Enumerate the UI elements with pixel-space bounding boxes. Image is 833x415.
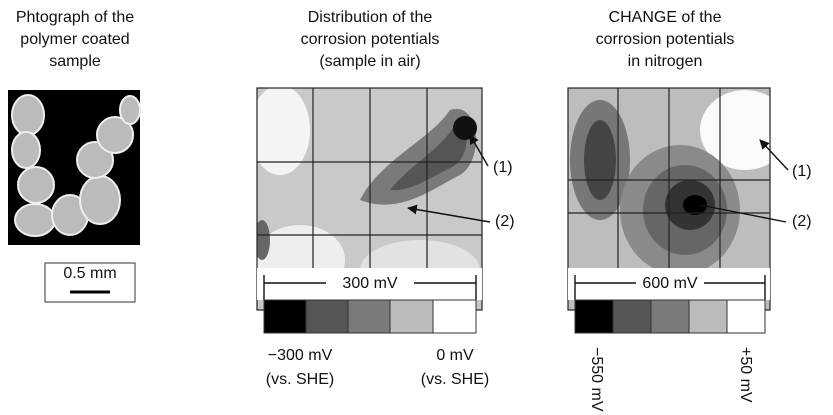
range-label: 600 mV	[642, 275, 697, 292]
range-bg	[257, 268, 482, 300]
photo-panel: Phtograph of the polymer coated sample 0…	[8, 9, 141, 303]
title-line: polymer coated	[20, 31, 129, 48]
scale-min: −300 mV	[268, 347, 333, 364]
arrow	[469, 134, 489, 167]
nitrogen-panel: CHANGE of the corrosion potentials in ni…	[567, 9, 812, 412]
scale-box	[44, 262, 136, 303]
title-line: corrosion potentials	[596, 31, 735, 48]
title-line: CHANGE of the	[609, 9, 722, 26]
marker-label: (2)	[792, 213, 812, 230]
range-label: 300 mV	[342, 275, 397, 292]
marker-label: (1)	[792, 163, 812, 180]
color-scale	[263, 299, 477, 334]
scale-max: +50 mV	[737, 347, 754, 403]
arrow	[759, 139, 789, 171]
scale-label: 0.5 mm	[63, 265, 116, 282]
title-line: (sample in air)	[319, 53, 420, 70]
marker-label: (2)	[495, 213, 515, 230]
title-line: in nitrogen	[628, 53, 703, 70]
title-line: Phtograph of the	[16, 9, 134, 26]
air-panel: Distribution of the corrosion potentials…	[256, 9, 515, 388]
title-line: sample	[49, 53, 101, 70]
arrow	[699, 204, 787, 223]
polymer-chain	[11, 94, 141, 237]
scale-ref: (vs. SHE)	[421, 371, 489, 388]
range-bg	[568, 268, 770, 300]
title-line: Distribution of the	[308, 9, 433, 26]
scale-max: 0 mV	[436, 347, 474, 364]
scale-min: −550 mV	[588, 347, 605, 412]
arrow	[407, 204, 491, 223]
marker-label: (1)	[493, 159, 513, 176]
title-line: corrosion potentials	[301, 31, 440, 48]
color-scale	[574, 299, 766, 334]
scale-ref: (vs. SHE)	[266, 371, 334, 388]
